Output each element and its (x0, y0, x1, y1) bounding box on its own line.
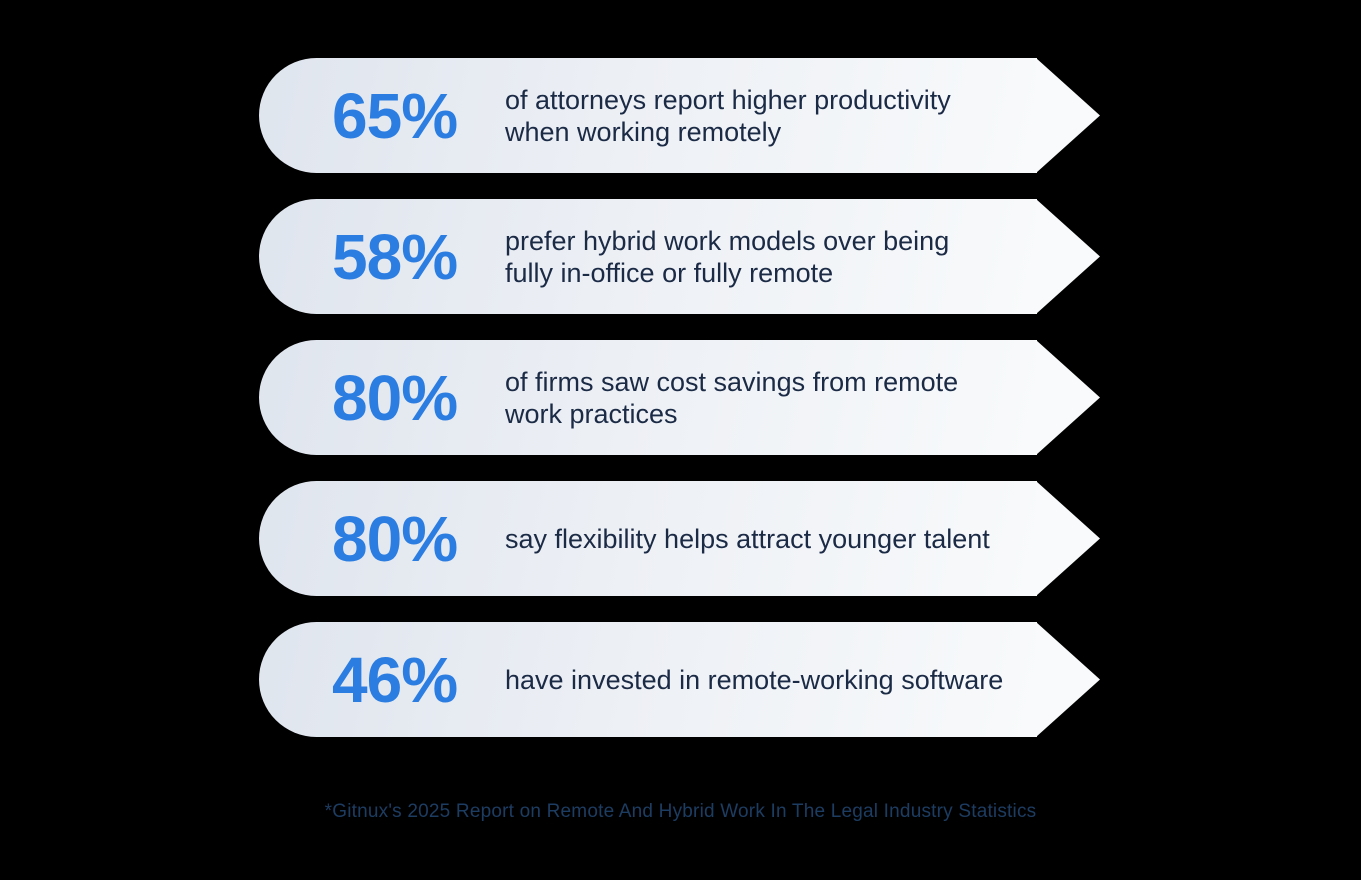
stat-percent: 80% (332, 502, 458, 575)
stat-description-line: prefer hybrid work models over being (505, 225, 950, 256)
stat-banner-remote-software: 46% have invested in remote-working soft… (259, 622, 1100, 737)
stat-description-line: of attorneys report higher productivity (505, 84, 951, 115)
arrow-tip (1036, 481, 1100, 596)
stat-percent: 65% (332, 79, 458, 152)
stat-banner-attorney-productivity: 65% of attorneys report higher productiv… (259, 58, 1100, 173)
arrow-tip (1036, 58, 1100, 173)
stat-description: of attorneys report higher productivity … (505, 84, 951, 148)
stat-description-line: when working remotely (505, 116, 782, 147)
stat-banner-list: 65% of attorneys report higher productiv… (259, 58, 1100, 737)
stat-banner-younger-talent: 80% say flexibility helps attract younge… (259, 481, 1100, 596)
stat-description: of firms saw cost savings from remote wo… (505, 366, 958, 430)
stat-description: prefer hybrid work models over being ful… (505, 225, 949, 289)
arrow-tip (1036, 340, 1100, 455)
stat-description-line: work practices (505, 398, 678, 429)
arrow-tip (1036, 622, 1100, 737)
stat-percent: 58% (332, 220, 458, 293)
stat-banner-hybrid-preference: 58% prefer hybrid work models over being… (259, 199, 1100, 314)
stat-description: say flexibility helps attract younger ta… (505, 523, 990, 555)
stat-description-line: say flexibility helps attract younger ta… (505, 523, 990, 554)
stat-percent: 80% (332, 361, 458, 434)
stat-description: have invested in remote-working software (505, 664, 1003, 696)
stat-description-line: of firms saw cost savings from remote (505, 366, 959, 397)
stat-description-line: fully in-office or fully remote (505, 257, 834, 288)
stat-banner-cost-savings: 80% of firms saw cost savings from remot… (259, 340, 1100, 455)
source-citation: *Gitnux's 2025 Report on Remote And Hybr… (324, 801, 1037, 822)
stat-percent: 46% (332, 643, 458, 716)
arrow-tip (1036, 199, 1100, 314)
stat-description-line: have invested in remote-working software (505, 664, 1004, 695)
